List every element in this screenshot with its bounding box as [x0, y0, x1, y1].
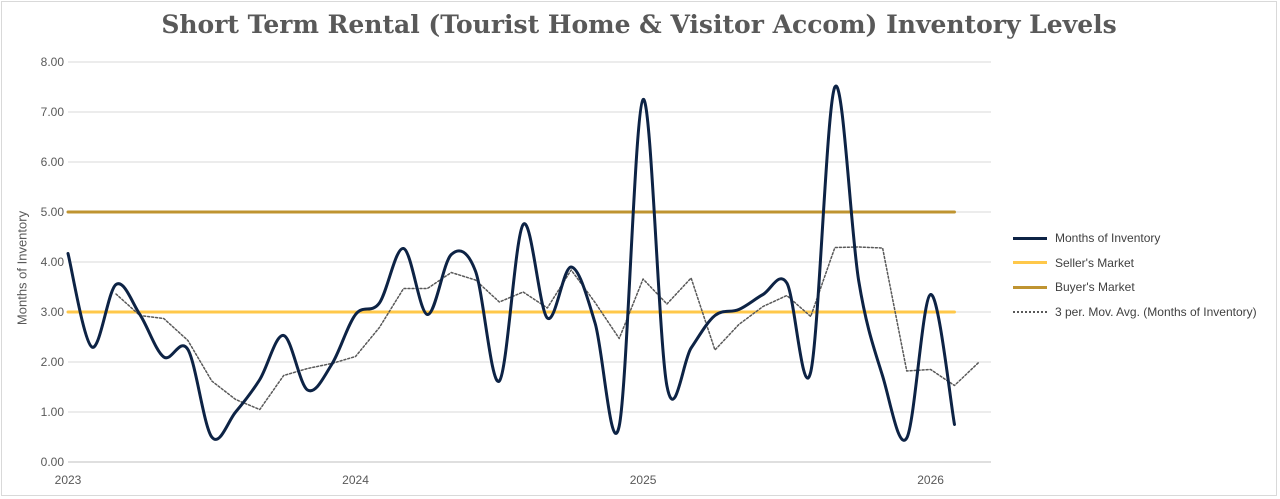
y-tick-labels: 0.00 1.00 2.00 3.00 4.00 5.00 6.00 7.00 8.00	[41, 55, 65, 469]
y-tick-label: 2.00	[41, 355, 65, 369]
legend-swatch	[1013, 285, 1047, 289]
legend-swatch	[1013, 310, 1047, 313]
legend-label: Seller's Market	[1055, 255, 1134, 270]
legend-swatch	[1013, 236, 1047, 240]
y-tick-label: 8.00	[41, 55, 65, 69]
y-tick-label: 1.00	[41, 405, 65, 419]
legend-swatch	[1013, 261, 1047, 265]
y-tick-label: 4.00	[41, 255, 65, 269]
legend-item-seller-s-market: Seller's Market	[1013, 251, 1257, 276]
legend: Months of Inventory Seller's Market Buyer'…	[1013, 226, 1257, 324]
legend-label: Buyer's Market	[1055, 280, 1135, 295]
series-lines	[66, 84, 980, 442]
y-tick-label: 3.00	[41, 305, 65, 319]
legend-label: 3 per. Mov. Avg. (Months of Inventory)	[1055, 304, 1257, 319]
x-tick-label: 2024	[342, 473, 369, 487]
legend-item-buyer-s-market: Buyer's Market	[1013, 275, 1257, 300]
chart-title: Short Term Rental (Tourist Home & Visito…	[161, 10, 1117, 39]
series-line-months-of-inventory	[66, 84, 956, 442]
legend-item-3-per-mov-avg-months-of-inventory: 3 per. Mov. Avg. (Months of Inventory)	[1013, 300, 1257, 325]
y-tick-label: 7.00	[41, 105, 65, 119]
x-tick-label: 2023	[55, 473, 82, 487]
gridlines	[68, 61, 991, 463]
y-tick-label: 0.00	[41, 455, 65, 469]
series-line-3-per-mov-avg-months-of-inventory	[115, 246, 980, 411]
legend-item-months-of-inventory: Months of Inventory	[1013, 226, 1257, 251]
legend-label: Months of Inventory	[1055, 231, 1161, 246]
x-tick-labels: 2023 2024 2025 2026	[55, 473, 945, 487]
y-tick-label: 5.00	[41, 205, 65, 219]
y-tick-label: 6.00	[41, 155, 65, 169]
x-tick-label: 2025	[630, 473, 657, 487]
x-tick-label: 2026	[917, 473, 944, 487]
